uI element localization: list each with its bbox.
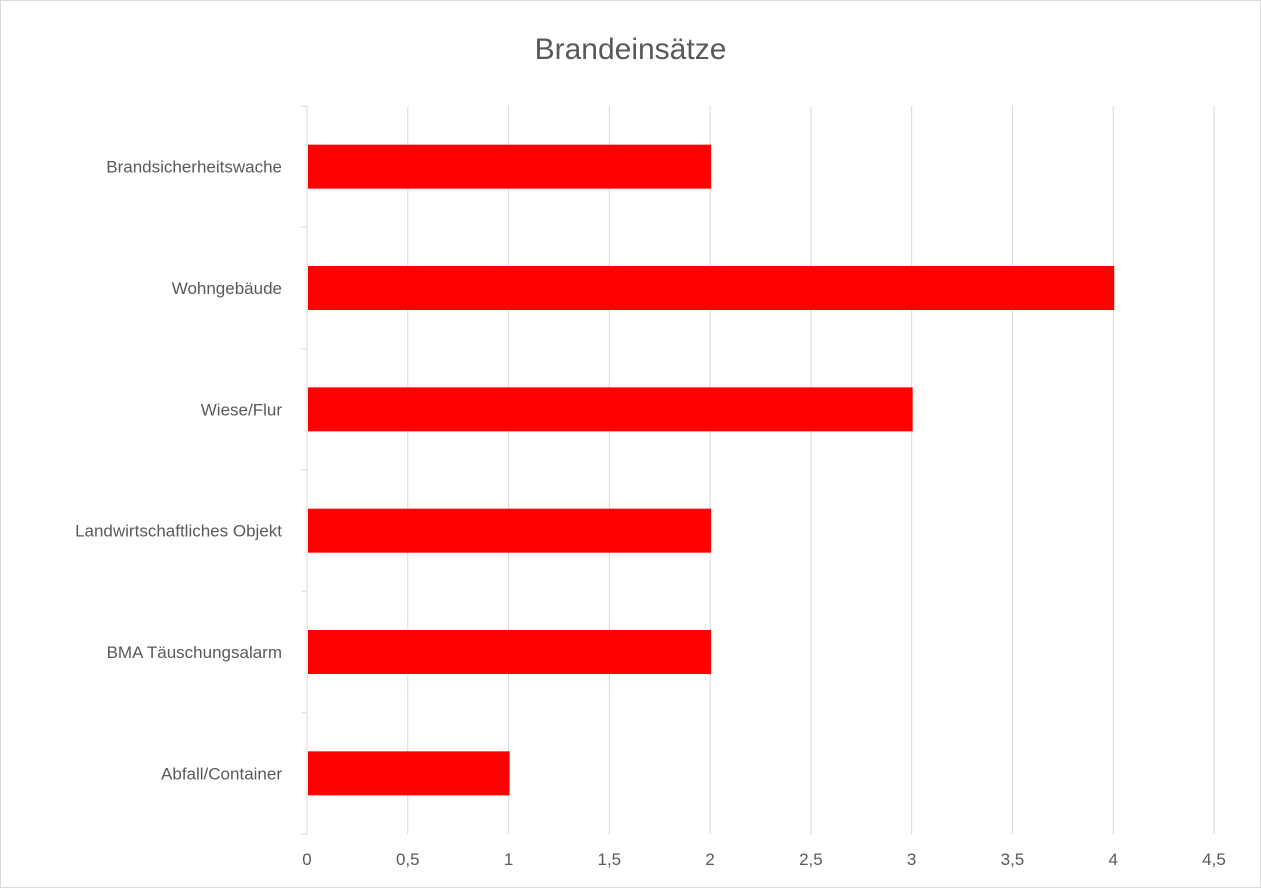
category-axis <box>301 105 308 835</box>
category-label: Landwirtschaftliches Objekt <box>75 522 282 541</box>
x-tick-label: 0,5 <box>396 850 420 869</box>
bar <box>308 630 712 674</box>
chart-title: Brandeinsätze <box>534 33 727 66</box>
x-tick-label: 2,5 <box>799 850 823 869</box>
x-tick-label: 4,5 <box>1202 850 1226 869</box>
x-tick-label: 0 <box>302 850 311 869</box>
category-label: Wohngebäude <box>172 279 282 298</box>
x-tick-label: 1 <box>504 850 513 869</box>
bar <box>308 266 1115 310</box>
category-label: Abfall/Container <box>161 764 282 783</box>
category-labels: Brandsicherheitswache Wohngebäude Wiese/Fl… <box>75 158 282 784</box>
category-label: BMA Täuschungsalarm <box>107 643 282 662</box>
x-tick-label: 3,5 <box>1001 850 1025 869</box>
value-axis-labels: 0 0,5 1 1,5 2 2,5 3 3,5 4 4,5 <box>302 850 1226 869</box>
bar <box>308 751 510 796</box>
category-label: Wiese/Flur <box>201 400 283 419</box>
x-tick-label: 2 <box>705 850 714 869</box>
bar <box>308 144 712 189</box>
gridlines <box>407 106 1215 834</box>
bar <box>308 508 712 553</box>
category-label: Brandsicherheitswache <box>106 158 282 177</box>
bar <box>308 387 913 432</box>
x-tick-label: 4 <box>1108 850 1117 869</box>
x-tick-label: 3 <box>907 850 916 869</box>
bars <box>308 144 1115 796</box>
x-tick-label: 1,5 <box>598 850 622 869</box>
